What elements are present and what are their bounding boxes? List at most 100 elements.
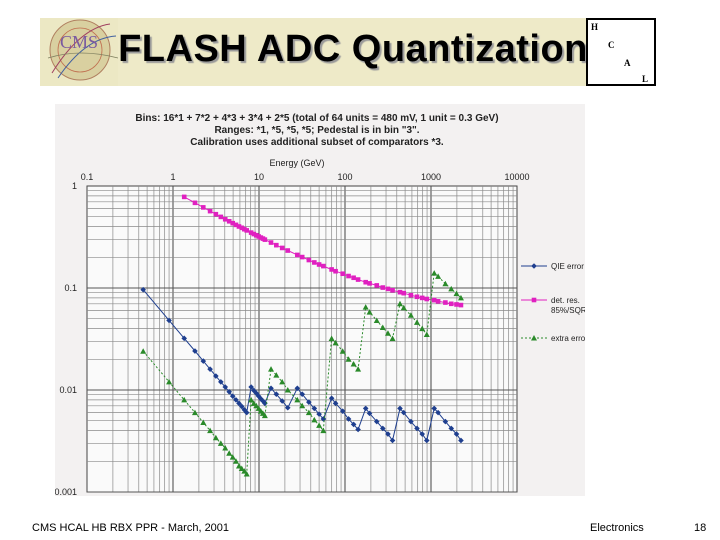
data-point (253, 232, 259, 238)
data-point (384, 330, 391, 336)
legend-label: QIE error (551, 262, 584, 271)
legend-swatch-marker (531, 297, 537, 303)
data-point (316, 262, 322, 267)
legend-swatch-marker (531, 263, 537, 269)
data-point (200, 358, 207, 364)
data-point (366, 410, 373, 417)
data-point (448, 285, 455, 292)
data-point (232, 458, 239, 464)
data-point (408, 418, 414, 425)
data-point (379, 324, 386, 330)
data-point (321, 263, 326, 269)
chart-note: Calibration uses additional subset of co… (190, 137, 444, 148)
data-point (200, 205, 206, 210)
data-point (401, 290, 407, 296)
data-point (233, 222, 239, 228)
data-point (262, 237, 268, 242)
data-point (442, 280, 449, 287)
x-tick-label: 0.1 (81, 172, 94, 182)
data-point (379, 425, 386, 432)
hcal-letter-c: C (608, 40, 615, 50)
page-number: 18 (694, 522, 707, 534)
data-point (414, 425, 420, 432)
data-point (217, 440, 224, 446)
data-point (408, 292, 414, 298)
data-point (222, 384, 229, 390)
data-point (248, 396, 255, 403)
data-point (284, 387, 291, 393)
data-point (332, 400, 339, 407)
data-point (423, 437, 430, 444)
data-point (316, 411, 322, 417)
data-point (192, 200, 198, 206)
data-point (419, 431, 425, 437)
data-point (268, 366, 275, 372)
data-point (339, 408, 346, 414)
data-point (258, 395, 264, 402)
data-point (373, 418, 380, 425)
data-point (233, 397, 239, 403)
data-point (192, 348, 198, 354)
data-point (239, 225, 245, 231)
data-point (230, 220, 236, 226)
data-point (261, 412, 268, 419)
data-point (351, 275, 356, 281)
data-point (400, 409, 407, 416)
series (140, 194, 464, 477)
data-point (329, 267, 334, 272)
data-point (340, 271, 345, 277)
data-point (400, 304, 407, 311)
footer-right: Electronics (590, 522, 644, 534)
data-point (389, 437, 396, 444)
data-point (207, 366, 213, 372)
data-point (306, 257, 312, 263)
data-point (243, 409, 250, 416)
footer-left: CMS HCAL HB RBX PPR - March, 2001 (32, 522, 230, 534)
data-point (279, 245, 285, 251)
title-banner (118, 18, 588, 86)
data-point (268, 385, 274, 392)
series-qie-error (140, 286, 464, 444)
data-point (454, 302, 459, 307)
data-point (366, 309, 373, 315)
x-tick-label: 100 (337, 172, 352, 182)
data-point (251, 231, 257, 237)
data-point (253, 402, 260, 409)
data-point (312, 260, 317, 265)
chart-note: Bins: 16*1 + 7*2 + 4*3 + 3*4 + 2*5 (tota… (135, 113, 498, 124)
x-axis-label: Energy (GeV) (269, 158, 324, 168)
data-point (226, 389, 232, 395)
data-point (311, 405, 318, 412)
data-point (435, 409, 441, 416)
cms-logo-graphic: CMS (47, 19, 119, 81)
data-point (181, 194, 187, 200)
data-point (414, 294, 420, 300)
data-point (181, 396, 188, 403)
data-point (212, 434, 219, 441)
data-point (262, 400, 268, 407)
data-point (218, 214, 224, 220)
data-point (458, 437, 464, 444)
data-point (294, 396, 301, 403)
x-tick-label: 10000 (504, 172, 529, 182)
data-point (181, 335, 188, 342)
data-point (346, 273, 351, 279)
data-point (268, 240, 274, 245)
data-point (419, 325, 426, 332)
x-tick-label: 1000 (421, 172, 441, 182)
data-point (274, 242, 279, 248)
chart-note: Ranges: *1, *5, *5, *5; Pedestal is in b… (214, 125, 419, 136)
data-point (442, 418, 449, 425)
plot-frame (86, 185, 518, 493)
chart-scan: Bins: 16*1 + 7*2 + 4*3 + 3*4 + 2*5 (tota… (54, 104, 618, 497)
data-point (248, 230, 254, 235)
data-point (431, 405, 438, 412)
data-point (273, 391, 280, 397)
data-point (218, 379, 224, 385)
data-point (362, 405, 369, 412)
data-point (294, 385, 301, 392)
data-point (306, 399, 312, 405)
data-point (367, 281, 372, 286)
data-point (299, 402, 306, 409)
data-point (273, 372, 280, 378)
